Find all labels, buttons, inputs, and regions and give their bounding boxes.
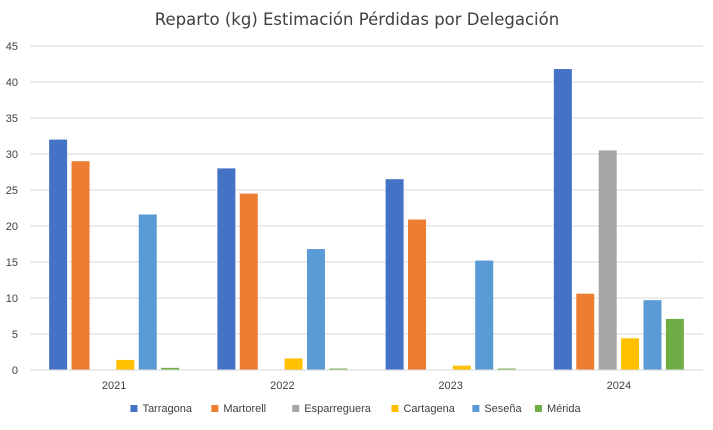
bar-seseña-2023	[475, 260, 494, 370]
x-tick-label: 2023	[438, 380, 462, 392]
legend-label: Martorell	[223, 403, 266, 415]
bars	[49, 69, 684, 370]
y-tick-label: 45	[6, 41, 18, 53]
y-tick-label: 15	[6, 257, 18, 269]
bar-tarragona-2023	[385, 179, 404, 370]
legend-label: Tarragona	[142, 403, 192, 415]
bar-martorell-2023	[408, 219, 427, 370]
bar-tarragona-2024	[553, 69, 572, 370]
bar-seseña-2024	[643, 300, 662, 370]
y-axis-ticks: 0 5 10 15 20 25 30 35 40 45	[6, 41, 18, 377]
bar-mérida-2023	[497, 368, 516, 370]
bar-seseña-2021	[138, 214, 157, 370]
legend-swatch-esparreguera	[292, 405, 300, 412]
y-tick-label: 0	[12, 365, 18, 377]
x-tick-label: 2021	[102, 380, 126, 392]
bar-esparreguera-2024	[598, 150, 617, 370]
legend-swatch-martorell	[211, 405, 219, 412]
bar-tarragona-2022	[217, 168, 236, 370]
legend-swatch-mérida	[534, 405, 542, 412]
legend-label: Esparreguera	[304, 403, 372, 415]
bar-mérida-2021	[161, 367, 180, 370]
bar-martorell-2024	[576, 293, 595, 370]
legend-label: Mérida	[547, 403, 582, 415]
y-tick-label: 30	[6, 149, 18, 161]
y-tick-label: 10	[6, 293, 18, 305]
bar-mérida-2022	[329, 368, 348, 370]
bar-seseña-2022	[306, 249, 325, 370]
bar-martorell-2021	[71, 161, 90, 370]
bar-cartagena-2023	[452, 365, 471, 370]
x-tick-label: 2024	[607, 380, 631, 392]
bar-mérida-2024	[665, 318, 684, 370]
bar-tarragona-2021	[49, 139, 68, 370]
bar-martorell-2022	[239, 193, 258, 370]
bar-cartagena-2022	[284, 358, 303, 370]
bar-cartagena-2021	[116, 359, 135, 370]
y-tick-label: 40	[6, 77, 18, 89]
legend-swatch-tarragona	[130, 405, 138, 412]
y-tick-label: 20	[6, 221, 18, 233]
y-tick-label: 5	[12, 329, 18, 341]
y-tick-label: 35	[6, 113, 18, 125]
legend-swatch-cartagena	[391, 405, 399, 412]
legend-swatch-seseña	[472, 405, 480, 412]
chart-title: Reparto (kg) Estimación Pérdidas por Del…	[155, 10, 559, 29]
bar-cartagena-2024	[621, 338, 640, 370]
legend-label: Seseña	[484, 403, 522, 415]
legend: Tarragona Martorell Esparreguera Cartagena S…	[130, 403, 581, 415]
x-axis-ticks: 2021 2022 2023 2024	[102, 380, 631, 392]
legend-label: Cartagena	[403, 403, 455, 415]
y-tick-label: 25	[6, 185, 18, 197]
x-tick-label: 2022	[270, 380, 294, 392]
